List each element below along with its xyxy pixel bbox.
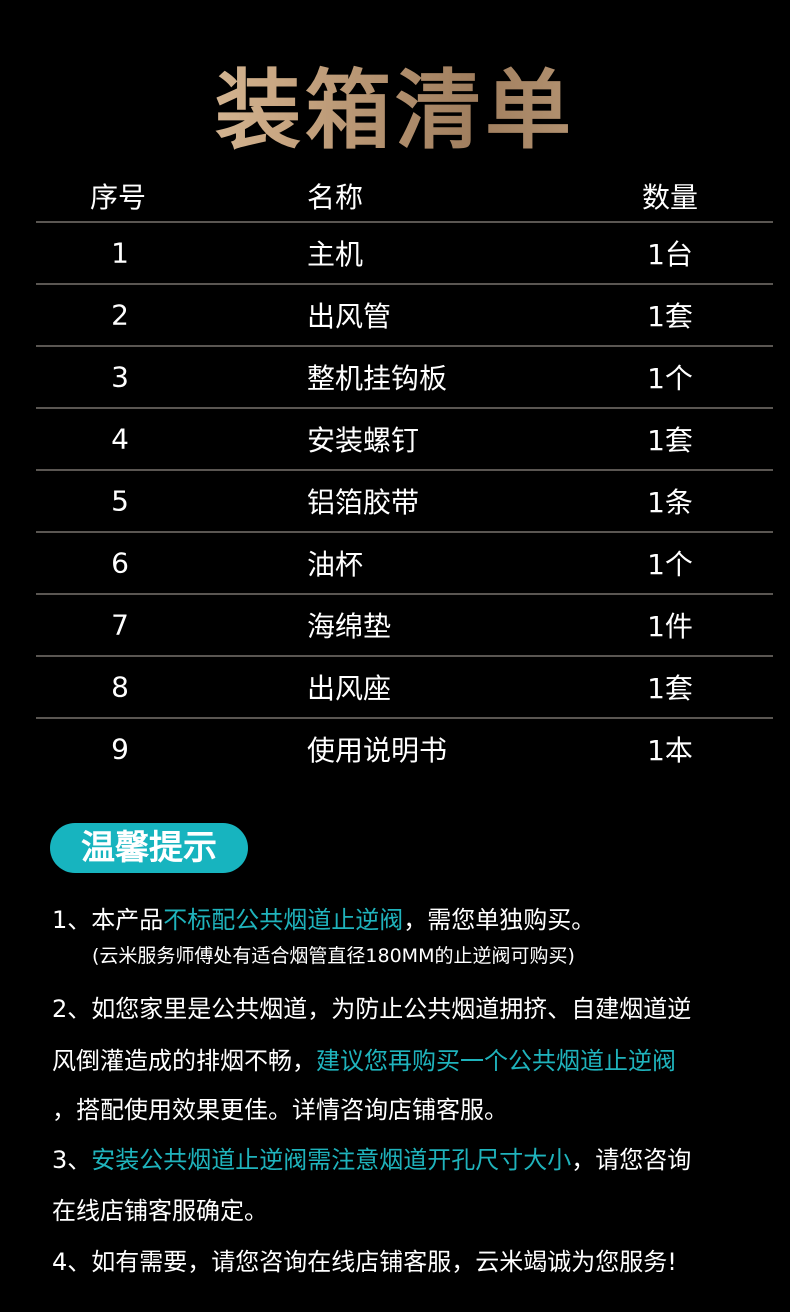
row-item-name: 整机挂钩板 bbox=[307, 362, 448, 395]
tip-2-line-1: 2、如您家里是公共烟道，为防止公共烟道拥挤、自建烟道逆 bbox=[52, 995, 692, 1023]
row-index: 9 bbox=[111, 732, 129, 766]
row-item-name: 油杯 bbox=[307, 548, 364, 581]
row-index: 4 bbox=[111, 422, 129, 456]
table-row: 9 使用说明书 1本 bbox=[36, 719, 773, 779]
row-quantity: 1本 bbox=[647, 734, 693, 767]
row-index: 6 bbox=[111, 546, 129, 580]
tip-highlight: 建议您再购买一个公共烟道止逆阀 bbox=[316, 1047, 676, 1075]
row-quantity: 1个 bbox=[647, 548, 693, 581]
tip-text: 3、 bbox=[52, 1146, 92, 1174]
header-name: 名称 bbox=[307, 180, 364, 214]
row-index: 2 bbox=[111, 298, 129, 332]
table-row: 5 铝箔胶带 1条 bbox=[36, 471, 773, 533]
tip-highlight: 不标配公共烟道止逆阀 bbox=[163, 906, 404, 934]
tip-text: ，请您咨询 bbox=[571, 1146, 692, 1174]
packing-list-table: 序号 名称 数量 1 主机 1台 2 出风管 1套 3 整机挂钩板 1个 4 安装螺钉 1套 5 铝箔胶带… bbox=[36, 170, 773, 779]
row-quantity: 1台 bbox=[647, 238, 693, 271]
tip-3-line-2: 在线店铺客服确定。 bbox=[52, 1197, 268, 1225]
tip-1: 1、本产品不标配公共烟道止逆阀，需您单独购买。 bbox=[52, 900, 595, 935]
header-index: 序号 bbox=[90, 180, 147, 214]
row-item-name: 安装螺钉 bbox=[307, 424, 420, 457]
table-row: 8 出风座 1套 bbox=[36, 657, 773, 719]
row-index: 7 bbox=[111, 608, 129, 642]
table-row: 2 出风管 1套 bbox=[36, 285, 773, 347]
table-row: 4 安装螺钉 1套 bbox=[36, 409, 773, 471]
tip-highlight: 安装公共烟道止逆阀需注意烟道开孔尺寸大小 bbox=[91, 1146, 572, 1174]
row-item-name: 铝箔胶带 bbox=[307, 486, 420, 519]
tip-1-note: (云米服务师傅处有适合烟管直径180MM的止逆阀可购买) bbox=[92, 945, 575, 967]
row-index: 3 bbox=[111, 360, 129, 394]
table-row: 1 主机 1台 bbox=[36, 223, 773, 285]
tip-3-line-1: 3、安装公共烟道止逆阀需注意烟道开孔尺寸大小，请您咨询 bbox=[52, 1140, 691, 1175]
tip-text: ，需您单独购买。 bbox=[403, 906, 596, 934]
row-quantity: 1套 bbox=[647, 424, 693, 457]
header-quantity: 数量 bbox=[641, 180, 698, 214]
row-index: 8 bbox=[111, 670, 129, 704]
row-quantity: 1个 bbox=[647, 362, 693, 395]
tip-text: 风倒灌造成的排烟不畅， bbox=[52, 1047, 316, 1075]
tip-4: 4、如有需要，请您咨询在线店铺客服，云米竭诚为您服务! bbox=[52, 1248, 677, 1276]
tip-2-line-2: 风倒灌造成的排烟不畅，建议您再购买一个公共烟道止逆阀 bbox=[52, 1041, 676, 1076]
table-row: 7 海绵垫 1件 bbox=[36, 595, 773, 657]
table-row: 3 整机挂钩板 1个 bbox=[36, 347, 773, 409]
row-item-name: 主机 bbox=[307, 238, 364, 271]
table-row: 6 油杯 1个 bbox=[36, 533, 773, 595]
row-index: 1 bbox=[111, 236, 129, 270]
tips-badge: 温馨提示 bbox=[50, 823, 248, 873]
table-header: 序号 名称 数量 bbox=[36, 170, 773, 223]
tip-text: 1、本产品 bbox=[52, 906, 164, 934]
row-item-name: 使用说明书 bbox=[307, 734, 448, 767]
row-quantity: 1件 bbox=[647, 610, 693, 643]
row-quantity: 1套 bbox=[647, 672, 693, 705]
row-quantity: 1条 bbox=[647, 486, 693, 519]
row-quantity: 1套 bbox=[647, 300, 693, 333]
row-item-name: 出风管 bbox=[307, 300, 392, 333]
row-index: 5 bbox=[111, 484, 129, 518]
tip-2-line-3: ，搭配使用效果更佳。详情咨询店铺客服。 bbox=[52, 1096, 508, 1124]
page-title: 装箱清单 bbox=[0, 40, 790, 165]
row-item-name: 海绵垫 bbox=[307, 610, 392, 643]
row-item-name: 出风座 bbox=[307, 672, 392, 705]
